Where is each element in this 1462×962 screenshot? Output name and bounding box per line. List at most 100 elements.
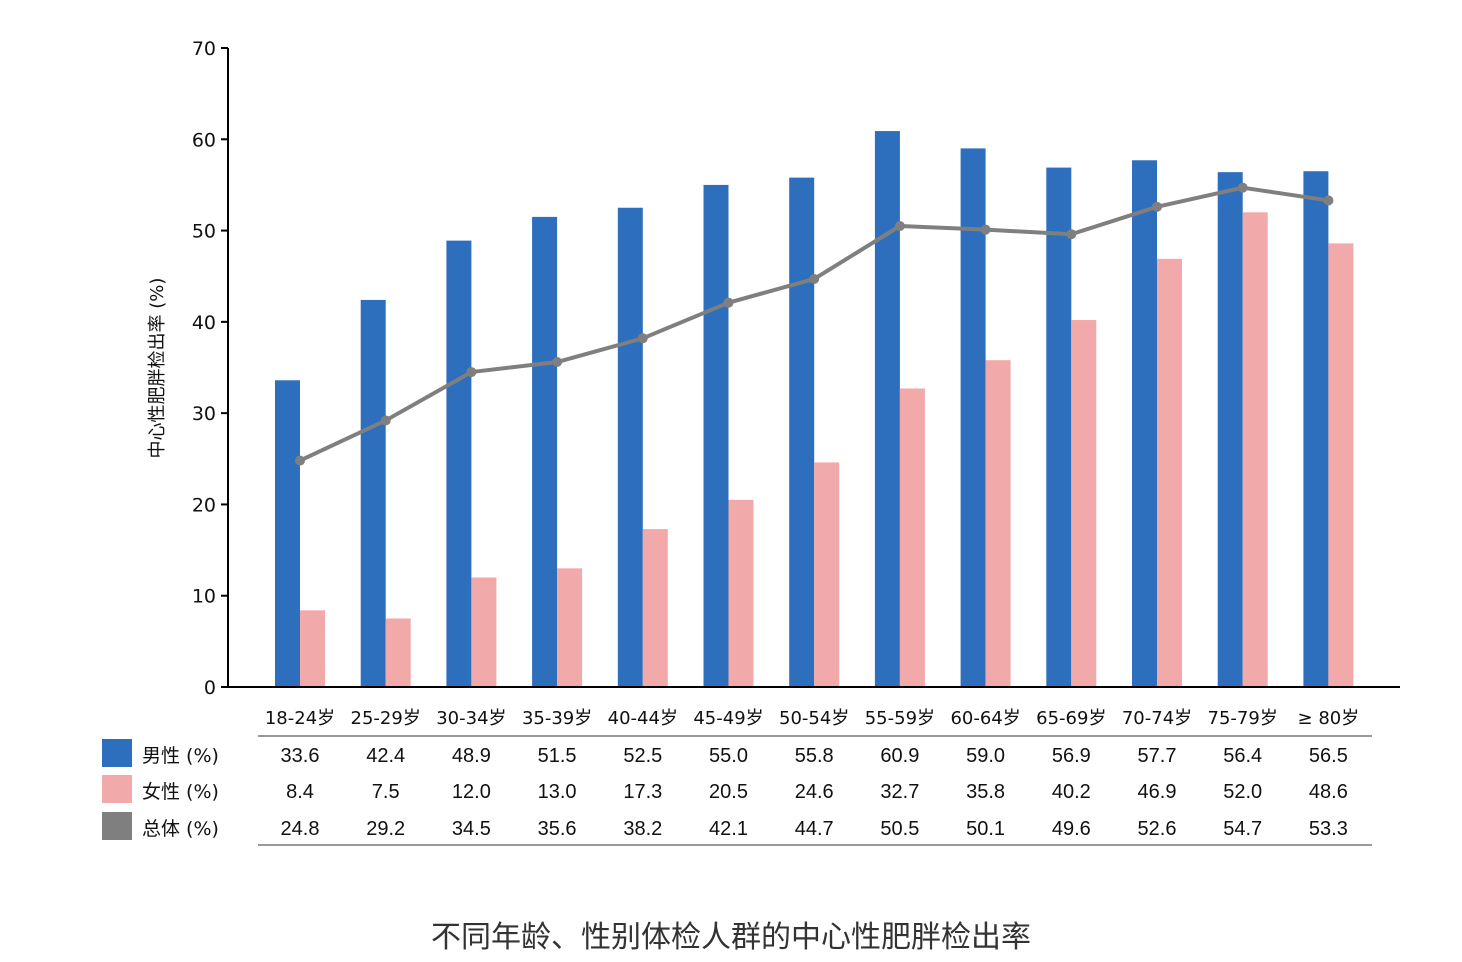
y-tick-label: 30 bbox=[192, 403, 216, 425]
female-row-cell: 52.0 bbox=[1223, 781, 1262, 803]
total-point bbox=[380, 415, 391, 426]
female-row-cell: 13.0 bbox=[538, 781, 577, 803]
male-row-cell: 56.4 bbox=[1223, 745, 1262, 767]
total-point bbox=[980, 224, 991, 235]
total-row-cell: 38.2 bbox=[623, 818, 662, 840]
x-category-label: 45-49岁 bbox=[693, 708, 763, 729]
female-row-cell: 17.3 bbox=[623, 781, 662, 803]
male-bar bbox=[874, 131, 900, 687]
total-row-cell: 50.1 bbox=[966, 818, 1005, 840]
female-row-cell: 46.9 bbox=[1138, 781, 1177, 803]
total-row-cell: 29.2 bbox=[366, 818, 405, 840]
total-point bbox=[295, 455, 305, 466]
female-bar bbox=[985, 360, 1011, 687]
female-bar bbox=[385, 618, 411, 687]
female-bar bbox=[1071, 320, 1097, 687]
total-point bbox=[552, 357, 563, 368]
y-tick-label: 10 bbox=[192, 586, 216, 608]
y-tick-label: 70 bbox=[192, 38, 216, 60]
x-category-label: 75-79岁 bbox=[1208, 708, 1278, 729]
male-bar bbox=[960, 148, 986, 687]
female-row-cell: 32.7 bbox=[880, 781, 919, 803]
male-bar bbox=[617, 207, 643, 687]
total-row-cell: 35.6 bbox=[538, 818, 577, 840]
male-bar bbox=[532, 216, 558, 687]
x-category-label: ≥ 80岁 bbox=[1298, 708, 1360, 729]
male-bar bbox=[1132, 160, 1157, 687]
total-point bbox=[1237, 182, 1248, 193]
total-point bbox=[466, 367, 477, 378]
female-bar bbox=[1242, 212, 1268, 688]
female-row-legend-swatch bbox=[102, 775, 132, 803]
male-row-cell: 51.5 bbox=[538, 745, 577, 767]
female-bar bbox=[1328, 243, 1354, 687]
y-tick-label: 0 bbox=[204, 677, 216, 699]
male-row-cell: 56.9 bbox=[1052, 745, 1091, 767]
male-row-cell: 60.9 bbox=[880, 745, 919, 767]
female-bar bbox=[899, 388, 925, 687]
male-bar bbox=[1217, 172, 1243, 688]
male-bar bbox=[703, 184, 729, 687]
y-tick-label: 20 bbox=[192, 494, 216, 516]
total-row-cell: 54.7 bbox=[1223, 818, 1262, 840]
female-bar bbox=[642, 529, 668, 687]
total-point bbox=[809, 273, 820, 284]
female-bar bbox=[728, 499, 754, 687]
total-row-cell: 49.6 bbox=[1052, 818, 1091, 840]
total-row-cell: 44.7 bbox=[795, 818, 834, 840]
male-bar bbox=[1046, 167, 1072, 687]
female-bar bbox=[300, 610, 325, 687]
x-category-label: 55-59岁 bbox=[865, 708, 935, 729]
male-row-cell: 59.0 bbox=[966, 745, 1005, 767]
female-row-cell: 35.8 bbox=[966, 781, 1005, 803]
total-row-cell: 42.1 bbox=[709, 818, 748, 840]
x-category-label: 40-44岁 bbox=[608, 708, 678, 729]
female-bar bbox=[471, 577, 497, 687]
male-row-cell: 56.5 bbox=[1309, 745, 1348, 767]
male-bar bbox=[275, 380, 300, 687]
male-row-cell: 52.5 bbox=[623, 745, 662, 767]
x-category-label: 35-39岁 bbox=[522, 708, 592, 729]
female-row-cell: 8.4 bbox=[286, 781, 314, 803]
x-category-label: 65-69岁 bbox=[1036, 708, 1106, 729]
male-bar bbox=[446, 240, 472, 687]
total-line bbox=[295, 182, 1334, 466]
y-tick-label: 50 bbox=[192, 221, 216, 243]
female-row-cell: 24.6 bbox=[795, 781, 834, 803]
total-point bbox=[894, 221, 905, 232]
y-tick-label: 60 bbox=[192, 129, 216, 151]
bars bbox=[275, 131, 1354, 688]
total-point bbox=[723, 297, 734, 308]
male-row-legend-label: 男性 (%) bbox=[142, 745, 219, 767]
x-category-label: 30-34岁 bbox=[436, 708, 506, 729]
y-tick-label: 40 bbox=[192, 312, 216, 334]
male-row-cell: 33.6 bbox=[281, 745, 320, 767]
male-row-cell: 48.9 bbox=[452, 745, 491, 767]
data-table: 18-24岁 25-29岁 30-34岁 35-39岁 40-44岁 45-49岁 50-5… bbox=[102, 708, 1372, 846]
total-point bbox=[637, 333, 648, 344]
y-axis-label: 中心性肥胖检出率 (%) bbox=[147, 278, 168, 459]
total-row-cell: 50.5 bbox=[880, 818, 919, 840]
total-point bbox=[1323, 195, 1334, 206]
figure-caption: 不同年龄、性别体检人群的中心性肥胖检出率 bbox=[431, 920, 1031, 955]
total-row-cell: 52.6 bbox=[1138, 818, 1177, 840]
total-row-legend-label: 总体 (%) bbox=[142, 818, 219, 840]
male-bar bbox=[360, 299, 386, 687]
male-row-cell: 55.8 bbox=[795, 745, 834, 767]
female-row-cell: 20.5 bbox=[709, 781, 748, 803]
total-point bbox=[1152, 201, 1162, 212]
y-axis: 0 10 20 30 40 50 60 70 bbox=[192, 38, 229, 699]
female-row-legend-label: 女性 (%) bbox=[142, 781, 219, 803]
total-point bbox=[1066, 229, 1077, 240]
male-bar bbox=[789, 177, 815, 687]
male-row-cell: 42.4 bbox=[366, 745, 405, 767]
female-bar bbox=[1157, 258, 1182, 687]
female-row-cell: 12.0 bbox=[452, 781, 491, 803]
female-row-cell: 48.6 bbox=[1309, 781, 1348, 803]
male-row-cell: 55.0 bbox=[709, 745, 748, 767]
total-row-cell: 34.5 bbox=[452, 818, 491, 840]
female-bar bbox=[557, 568, 583, 687]
total-row-legend-swatch bbox=[102, 812, 132, 840]
female-row-cell: 40.2 bbox=[1052, 781, 1091, 803]
